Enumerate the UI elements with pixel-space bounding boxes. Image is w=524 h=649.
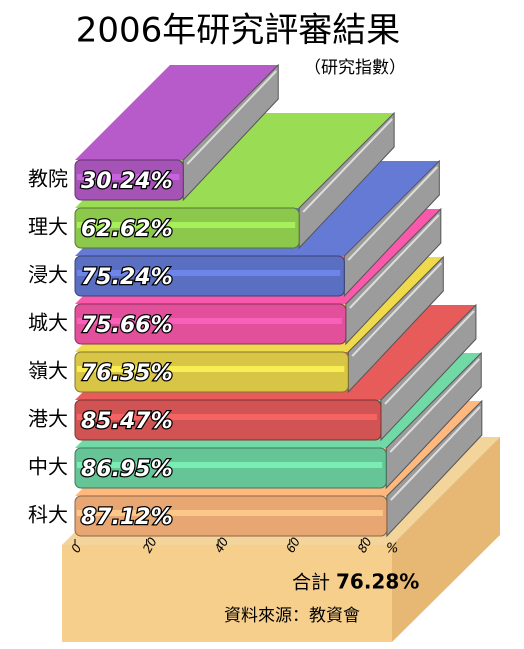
book-highlight	[77, 366, 345, 372]
total-name: 合計	[292, 572, 330, 594]
category-label: 浸大	[28, 263, 68, 287]
value-label: 30.24%	[81, 169, 173, 194]
page-edge	[302, 118, 393, 213]
page-edge	[384, 310, 475, 405]
x-tick-label: 40	[212, 535, 232, 556]
book-highlight	[77, 174, 180, 180]
base-front	[62, 545, 392, 642]
value-label: 75.24%	[81, 265, 173, 290]
book-highlight	[77, 318, 342, 324]
value-label: 76.35%	[81, 361, 173, 386]
book-highlight	[77, 414, 377, 420]
category-label: 理大	[28, 215, 68, 239]
book-highlight	[77, 270, 341, 276]
value-label: 87.12%	[81, 505, 173, 530]
page-edge	[349, 214, 440, 309]
x-axis-label: %	[386, 542, 398, 557]
value-label: 62.62%	[81, 217, 173, 242]
category-label: 港大	[28, 407, 68, 431]
base-side	[392, 437, 500, 642]
category-label: 嶺大	[28, 359, 68, 383]
book-highlight	[77, 462, 383, 468]
book-highlight	[77, 222, 296, 228]
value-label: 75.66%	[81, 313, 173, 338]
category-label: 中大	[28, 455, 68, 479]
x-tick-label: 60	[283, 535, 303, 556]
page-edge	[390, 406, 481, 501]
source: 資料來源：教資會	[224, 606, 360, 626]
book: 30.24%	[74, 63, 279, 202]
page-edge	[389, 358, 480, 453]
total-value: 76.28%	[336, 570, 419, 594]
page-edge	[351, 262, 443, 357]
page-edge	[186, 70, 277, 165]
category-label: 城大	[28, 311, 68, 335]
page-edge	[347, 166, 439, 261]
book-highlight	[77, 510, 383, 516]
chart-subtitle: （研究指數）	[304, 58, 406, 78]
x-tick-label: 20	[140, 535, 160, 556]
category-label: 教院	[28, 167, 68, 191]
value-label: 85.47%	[81, 409, 173, 434]
category-label: 科大	[28, 503, 68, 527]
value-label: 86.95%	[81, 457, 173, 482]
chart-title: 2006年研究評審結果	[76, 11, 401, 51]
book-top	[75, 65, 279, 160]
x-tick-label: 80	[355, 535, 375, 556]
books: 87.12% 86.95% 85.47% 76.35% 75.66% 75.24% 62.6…	[74, 63, 483, 538]
